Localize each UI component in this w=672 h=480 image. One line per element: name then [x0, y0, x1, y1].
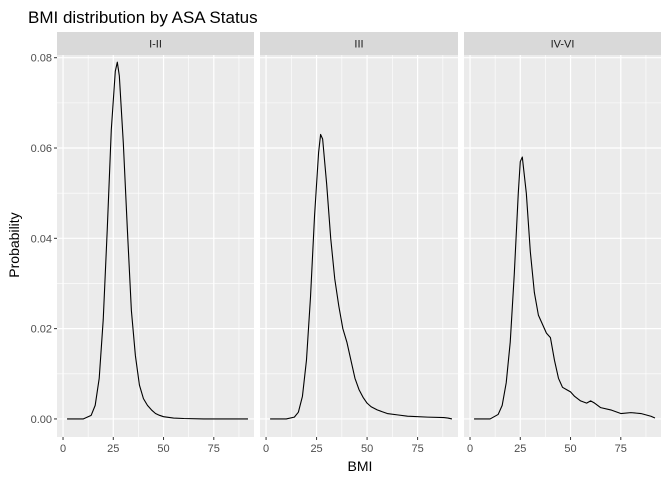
x-tick-label: 25 — [514, 443, 526, 455]
facet-panels: 0.00 0.02 0.04 0.06 0.08 I-II 0 25 50 75 III 0 25 50 7… — [31, 32, 661, 455]
x-tick-label: 25 — [107, 443, 119, 455]
x-tick-label: 75 — [615, 443, 627, 455]
x-tick-label: 25 — [310, 443, 322, 455]
y-tick-label: 0.06 — [31, 143, 52, 155]
density-line — [474, 156, 656, 420]
facet-strip — [260, 32, 458, 55]
x-axis-title: BMI — [348, 458, 373, 474]
panel-background — [464, 55, 661, 437]
density-line — [270, 133, 453, 420]
facet-strip-label: I-II — [149, 39, 162, 51]
facet-panel: III 0 25 50 75 — [260, 32, 458, 455]
y-tick-label: 0.04 — [31, 233, 52, 245]
y-tick-label: 0.00 — [31, 414, 52, 426]
facet-strip-label: III — [354, 39, 363, 51]
x-tick-label: 50 — [361, 443, 373, 455]
panel-background — [260, 55, 458, 437]
facet-panel: I-II 0 25 50 75 — [57, 32, 254, 455]
x-tick-label: 0 — [467, 443, 473, 455]
x-tick-label: 0 — [263, 443, 269, 455]
y-tick-label: 0.08 — [31, 53, 52, 65]
panel-background — [57, 55, 254, 437]
x-tick-label: 75 — [411, 443, 423, 455]
facet-panel: IV-VI 0 25 50 75 — [464, 32, 661, 455]
density-line — [67, 61, 248, 420]
facet-strip — [57, 32, 254, 55]
x-tick-label: 0 — [60, 443, 66, 455]
x-tick-label: 50 — [564, 443, 576, 455]
y-tick-label: 0.02 — [31, 324, 52, 336]
x-tick-label: 50 — [157, 443, 169, 455]
facet-strip-label: IV-VI — [551, 39, 575, 51]
x-tick-label: 75 — [208, 443, 220, 455]
y-axis-title: Probability — [6, 212, 22, 277]
chart-title: BMI distribution by ASA Status — [28, 8, 258, 27]
facet-strip — [464, 32, 661, 55]
